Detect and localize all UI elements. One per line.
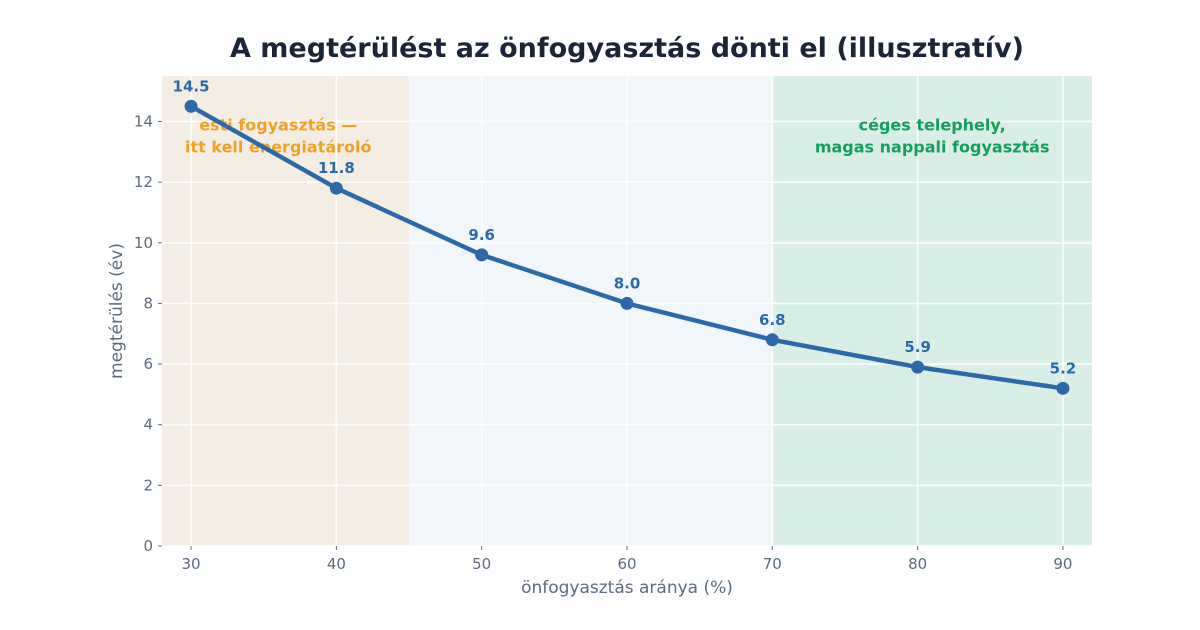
y-tick-label-2: 4 [143, 416, 153, 434]
data-label-4: 6.8 [759, 311, 786, 329]
x-tick-label-0: 30 [182, 555, 201, 573]
data-label-5: 5.9 [904, 338, 931, 356]
data-point-3 [620, 296, 634, 310]
y-tick-label-0: 0 [143, 537, 153, 555]
data-point-6 [1056, 381, 1070, 395]
background-bands [162, 76, 1092, 546]
x-tick-label-1: 40 [327, 555, 346, 573]
data-label-6: 5.2 [1050, 359, 1077, 377]
annotation-0: esti fogyasztás — itt kell energiatároló [185, 116, 371, 157]
x-tick-label-4: 70 [763, 555, 782, 573]
y-axis-ticks: 0 2 4 6 8 10 12 14 [134, 112, 162, 555]
series: 14.5 11.8 9.6 8.0 6.8 5.9 5.2 [173, 77, 1077, 395]
x-tick-label-3: 60 [617, 555, 636, 573]
y-tick-label-6: 12 [134, 173, 153, 191]
data-point-2 [475, 248, 489, 262]
annotation-0-line-1: itt kell energiatároló [185, 138, 371, 157]
x-tick-label-6: 90 [1053, 555, 1072, 573]
annotation-1-line-1: magas nappali fogyasztás [815, 138, 1050, 157]
band-1 [409, 76, 773, 546]
band-0 [162, 76, 410, 546]
y-tick-label-3: 6 [143, 355, 153, 373]
x-tick-label-2: 50 [472, 555, 491, 573]
annotation-1: céges telephely, magas nappali fogyasztás [815, 116, 1050, 157]
data-point-1 [329, 181, 343, 195]
data-label-2: 9.6 [468, 226, 495, 244]
annotations: esti fogyasztás — itt kell energiatároló c… [185, 116, 1049, 157]
x-tick-label-5: 80 [908, 555, 927, 573]
y-tick-label-4: 8 [143, 294, 153, 312]
y-tick-label-1: 2 [143, 476, 153, 494]
annotation-0-line-0: esti fogyasztás — [199, 116, 357, 135]
x-axis-label: önfogyasztás aránya (%) [521, 578, 733, 598]
y-tick-label-5: 10 [134, 234, 153, 252]
y-tick-label-7: 14 [134, 112, 153, 130]
chart-title: A megtérülést az önfogyasztás dönti el (… [230, 33, 1024, 64]
data-point-4 [765, 333, 779, 347]
data-point-0 [184, 99, 198, 113]
annotation-1-line-0: céges telephely, [859, 116, 1006, 135]
x-axis-ticks: 30 40 50 60 70 80 90 [182, 546, 1072, 573]
data-label-1: 11.8 [318, 159, 355, 177]
data-point-5 [911, 360, 925, 374]
data-label-0: 14.5 [173, 77, 210, 95]
y-axis-label: megtérülés (év) [107, 243, 127, 379]
band-2 [772, 76, 1092, 546]
data-label-3: 8.0 [614, 274, 641, 292]
